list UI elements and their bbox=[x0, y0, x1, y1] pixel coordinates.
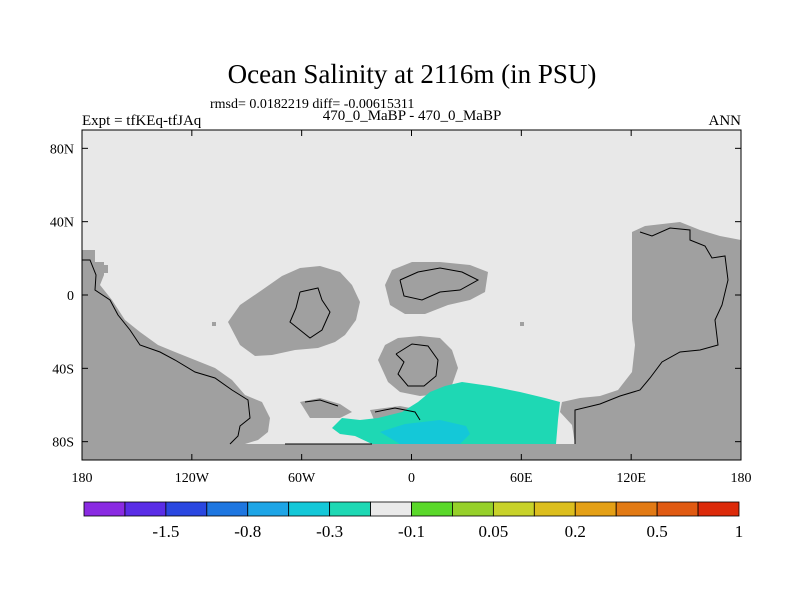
colorbar-swatch bbox=[288, 501, 331, 517]
y-tick-label: 0 bbox=[67, 289, 74, 304]
colorbar-swatch bbox=[492, 501, 535, 517]
x-tick-label: 60W bbox=[288, 471, 316, 486]
land-island-2 bbox=[520, 322, 524, 326]
left-label: Expt = tfKEq-tfJAq bbox=[82, 113, 202, 129]
colorbar-swatch bbox=[411, 501, 453, 517]
colorbar-label: 0.2 bbox=[565, 522, 586, 541]
anomaly-southern-ocean bbox=[332, 382, 560, 444]
x-tick-label: 0 bbox=[408, 471, 415, 486]
contour-ridge-north bbox=[399, 267, 480, 301]
colorbar-swatch bbox=[329, 501, 371, 517]
colorbar-swatch bbox=[165, 501, 208, 517]
colorbar-swatch bbox=[574, 501, 617, 517]
land-americas bbox=[82, 250, 270, 444]
y-tick-label: 40N bbox=[50, 216, 74, 231]
colorbar-swatch bbox=[247, 501, 290, 517]
contour-central-north bbox=[289, 287, 331, 339]
map-area bbox=[81, 129, 742, 461]
land-island-1 bbox=[100, 265, 108, 273]
y-tick-label: 80N bbox=[50, 142, 74, 157]
contour-ridge-sw bbox=[304, 399, 339, 407]
y-tick-label: 40S bbox=[52, 362, 74, 377]
anomaly-southern-ocean-core bbox=[380, 420, 470, 444]
y-tick-label: 80S bbox=[52, 436, 74, 451]
anomaly-layer bbox=[332, 382, 560, 444]
colorbar-label: 1 bbox=[735, 522, 744, 541]
colorbar-swatch bbox=[452, 501, 494, 517]
colorbar-label: -0.1 bbox=[398, 522, 425, 541]
colorbar-label: -0.3 bbox=[316, 522, 343, 541]
colorbar-swatch bbox=[533, 501, 576, 517]
land-ridge-south bbox=[378, 336, 458, 396]
right-label: ANN bbox=[709, 113, 742, 129]
colorbar-swatch bbox=[697, 501, 740, 517]
colorbar: -1.5-0.8-0.3-0.10.050.20.512 bbox=[83, 501, 744, 541]
x-tick-label: 180 bbox=[731, 471, 752, 486]
colorbar-swatch bbox=[370, 501, 412, 517]
x-axis: 180 120W 60W 0 60E 120E 180 bbox=[72, 130, 752, 486]
contour-americas bbox=[82, 259, 251, 445]
x-tick-label: 180 bbox=[72, 471, 93, 486]
colorbar-label: 0.05 bbox=[479, 522, 509, 541]
contour-ridge-s bbox=[374, 407, 421, 421]
colorbar-label: -0.8 bbox=[234, 522, 261, 541]
contour-ridge-south bbox=[395, 343, 439, 387]
colorbar-swatch bbox=[206, 501, 249, 517]
contour-eastern-continent bbox=[574, 227, 729, 444]
colorbar-swatch bbox=[615, 501, 658, 517]
colorbar-label: 0.5 bbox=[647, 522, 668, 541]
land-eastern-continent bbox=[560, 222, 741, 444]
colorbar-swatch bbox=[124, 501, 167, 517]
colorbar-swatch bbox=[83, 501, 126, 517]
land-antarctica bbox=[82, 444, 741, 460]
chart-title: Ocean Salinity at 2116m (in PSU) bbox=[228, 59, 597, 89]
colorbar-label: -1.5 bbox=[152, 522, 179, 541]
land-ridge-sw bbox=[300, 398, 352, 418]
x-tick-label: 60E bbox=[510, 471, 533, 486]
center-label: 470_0_MaBP - 470_0_MaBP bbox=[323, 108, 502, 124]
chart-subtitle: rmsd= 0.0182219 diff= -0.00615311 bbox=[210, 97, 414, 112]
x-tick-label: 120E bbox=[616, 471, 646, 486]
y-axis: 80N 40N 0 40S 80S bbox=[50, 142, 741, 451]
contour-lines bbox=[82, 227, 729, 445]
x-tick-label: 120W bbox=[175, 471, 210, 486]
colorbar-swatch bbox=[656, 501, 699, 517]
land-central-north bbox=[228, 266, 360, 356]
land-island-3 bbox=[212, 322, 216, 326]
